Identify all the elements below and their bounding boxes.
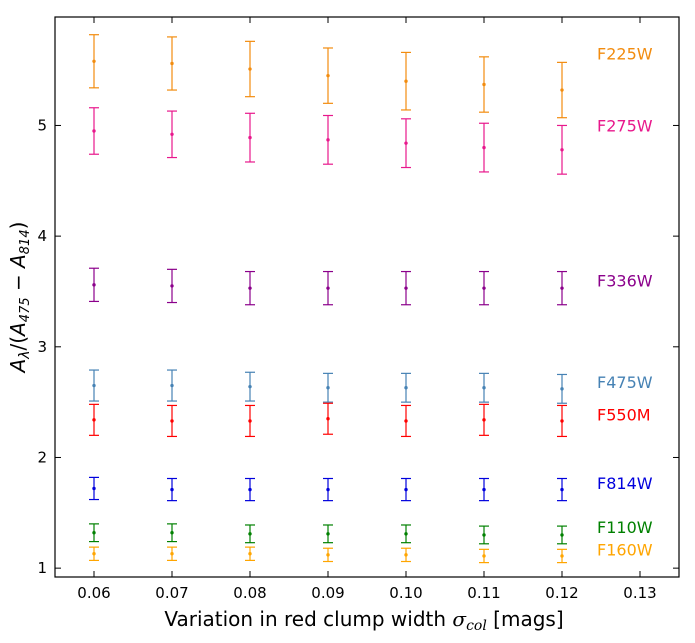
data-point xyxy=(326,386,330,390)
data-point xyxy=(170,61,174,66)
data-marks xyxy=(89,34,567,564)
data-point xyxy=(92,383,96,388)
data-point xyxy=(404,487,408,492)
y-tick-label: 3 xyxy=(37,338,47,356)
data-point xyxy=(92,552,96,556)
series-label-f475w: F475W xyxy=(597,373,653,392)
y-axis-label: Aλ/(A475 − A814) xyxy=(6,222,33,375)
data-point xyxy=(482,286,486,290)
data-point xyxy=(482,386,486,390)
data-point xyxy=(326,417,330,421)
data-point xyxy=(404,386,408,390)
data-point xyxy=(170,284,174,288)
data-point xyxy=(170,132,174,137)
x-tick-label: 0.10 xyxy=(389,584,422,602)
series-f814w xyxy=(89,476,567,502)
series-label-f550m: F550M xyxy=(597,405,651,424)
series-f160w xyxy=(89,546,567,564)
data-point xyxy=(404,553,408,557)
x-tick-label: 0.12 xyxy=(545,584,578,602)
data-point xyxy=(92,129,96,133)
data-point xyxy=(404,79,408,83)
data-point xyxy=(482,145,486,150)
x-tick-label: 0.07 xyxy=(155,584,188,602)
data-point xyxy=(170,419,174,423)
plot-frame xyxy=(54,16,680,578)
x-axis-label: Variation in red clump width σcol [mags] xyxy=(164,607,563,634)
data-point xyxy=(248,419,252,423)
series-f475w xyxy=(89,369,567,404)
series-f336w xyxy=(89,267,567,306)
series-f275w xyxy=(89,107,567,175)
data-point xyxy=(482,82,486,87)
data-point xyxy=(92,531,96,535)
y-tick-label: 2 xyxy=(37,448,47,466)
series-labels: F225W F275W F336W F475W F550M F814W F110W F160W xyxy=(597,45,653,560)
data-point xyxy=(326,553,330,557)
series-label-f275w: F275W xyxy=(597,116,653,135)
data-point xyxy=(248,286,252,290)
data-point xyxy=(560,419,564,423)
data-point xyxy=(482,418,486,422)
data-point xyxy=(326,286,330,290)
data-point xyxy=(482,554,486,558)
data-point xyxy=(482,533,486,537)
data-point xyxy=(170,383,174,388)
data-point xyxy=(248,487,252,492)
data-point xyxy=(560,148,564,152)
x-tick-label: 0.13 xyxy=(623,584,656,602)
series-label-f225w: F225W xyxy=(597,45,653,64)
data-point xyxy=(248,67,252,71)
data-point xyxy=(170,531,174,535)
data-point xyxy=(482,487,486,492)
data-point xyxy=(170,552,174,556)
series-f550m xyxy=(89,402,567,438)
data-point xyxy=(92,486,96,491)
y-tick-label: 1 xyxy=(37,559,47,577)
series-label-f814w: F814W xyxy=(597,474,653,493)
data-point xyxy=(248,532,252,536)
series-f225w xyxy=(89,34,567,119)
data-point xyxy=(92,59,96,63)
series-label-f160w: F160W xyxy=(597,540,653,559)
data-point xyxy=(92,283,96,287)
data-point xyxy=(170,487,174,492)
data-point xyxy=(92,418,96,422)
x-tick-label: 0.11 xyxy=(467,584,500,602)
y-tick-label: 4 xyxy=(37,227,47,245)
data-point xyxy=(560,88,564,92)
data-point xyxy=(404,286,408,290)
data-point xyxy=(560,387,564,391)
y-tick-label: 5 xyxy=(37,116,47,134)
series-label-f110w: F110W xyxy=(597,518,653,537)
data-point xyxy=(404,419,408,423)
data-point xyxy=(326,532,330,536)
axis-ticks: 0.06 0.07 0.08 0.09 0.10 0.11 0.12 0.13 1 2 3 4 5 xyxy=(37,17,679,602)
x-tick-label: 0.09 xyxy=(311,584,344,602)
x-tick-label: 0.08 xyxy=(233,584,266,602)
data-point xyxy=(560,533,564,537)
data-point xyxy=(560,554,564,558)
data-point xyxy=(560,487,564,492)
data-point xyxy=(560,286,564,290)
data-point xyxy=(248,552,252,556)
data-point xyxy=(404,532,408,536)
data-point xyxy=(326,138,330,142)
data-point xyxy=(248,135,252,140)
data-point xyxy=(326,73,330,78)
x-tick-label: 0.06 xyxy=(77,584,110,602)
series-label-f336w: F336W xyxy=(597,271,653,290)
series-f110w xyxy=(89,523,567,545)
data-point xyxy=(248,384,252,389)
data-point xyxy=(326,487,330,492)
data-point xyxy=(404,141,408,145)
